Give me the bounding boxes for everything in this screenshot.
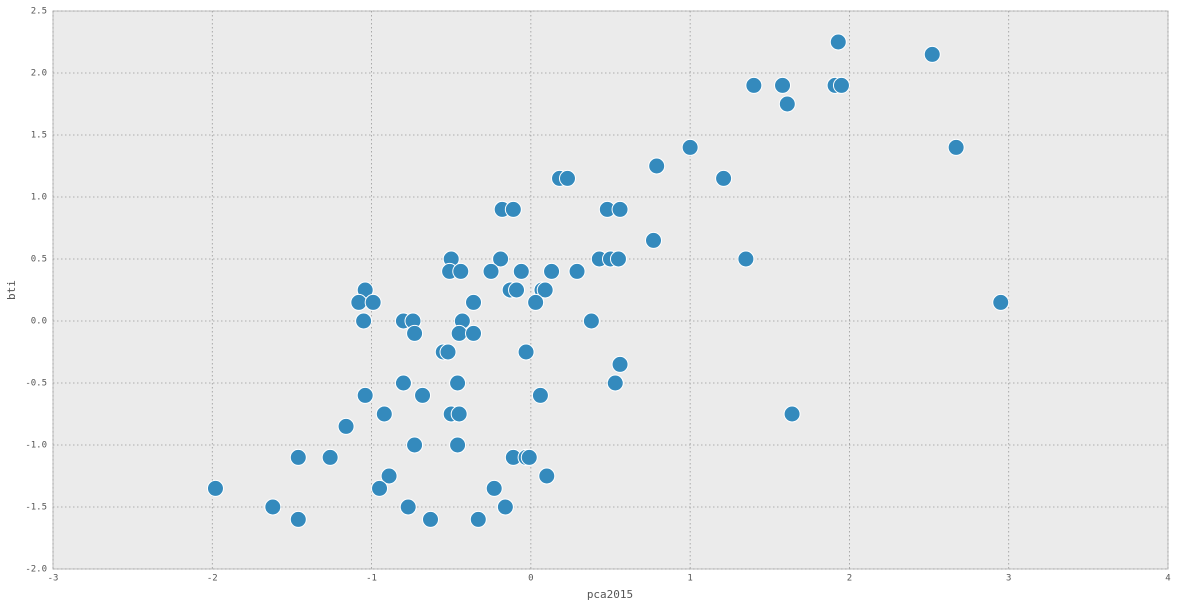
y-axis-label: bti [5, 280, 18, 300]
x-tick-label: -3 [48, 574, 59, 584]
point [465, 324, 483, 342]
point [375, 405, 393, 423]
y-tick-label: 2.5 [31, 7, 47, 17]
point [399, 498, 417, 516]
point [452, 262, 470, 280]
point [609, 250, 627, 268]
point [606, 374, 624, 392]
point [422, 510, 440, 528]
point [289, 510, 307, 528]
point [450, 405, 468, 423]
point [496, 498, 514, 516]
point [543, 262, 561, 280]
x-tick-label: -1 [366, 574, 377, 584]
point [485, 479, 503, 497]
point [406, 324, 424, 342]
x-tick-label: 1 [687, 574, 692, 584]
point [923, 45, 941, 63]
point [778, 95, 796, 113]
point [745, 76, 763, 94]
point [289, 448, 307, 466]
point [512, 262, 530, 280]
point [449, 374, 467, 392]
point [380, 467, 398, 485]
point [829, 33, 847, 51]
point [568, 262, 586, 280]
point [350, 293, 368, 311]
y-tick-label: 0.0 [31, 317, 47, 327]
point [206, 479, 224, 497]
point [536, 281, 554, 299]
point [538, 467, 556, 485]
y-tick-label: -2.0 [25, 565, 47, 575]
point [414, 386, 432, 404]
point [611, 200, 629, 218]
point [469, 510, 487, 528]
point [582, 312, 600, 330]
point [355, 312, 373, 330]
point [947, 138, 965, 156]
point [449, 436, 467, 454]
x-axis-label: pca2015 [587, 588, 633, 601]
point [364, 293, 382, 311]
x-tick-label: 4 [1165, 574, 1170, 584]
point [992, 293, 1010, 311]
y-tick-label: 1.5 [31, 131, 47, 141]
point [465, 293, 483, 311]
point [531, 386, 549, 404]
point [527, 293, 545, 311]
point [558, 169, 576, 187]
point [504, 200, 522, 218]
point [715, 169, 733, 187]
point [492, 250, 510, 268]
point [482, 262, 500, 280]
y-tick-label: -1.5 [25, 503, 47, 513]
point [517, 343, 535, 361]
point [737, 250, 755, 268]
x-tick-label: 2 [847, 574, 852, 584]
point [832, 76, 850, 94]
y-tick-label: -0.5 [25, 379, 47, 389]
point [356, 386, 374, 404]
point [774, 76, 792, 94]
point [645, 231, 663, 249]
y-tick-label: -1.0 [25, 441, 47, 451]
y-tick-label: 2.0 [31, 69, 47, 79]
point [648, 157, 666, 175]
point [321, 448, 339, 466]
x-tick-label: 0 [528, 574, 533, 584]
point [394, 374, 412, 392]
y-tick-label: 0.5 [31, 255, 47, 265]
x-tick-label: 3 [1006, 574, 1011, 584]
point [264, 498, 282, 516]
point [783, 405, 801, 423]
point [520, 448, 538, 466]
point [611, 355, 629, 373]
point [371, 479, 389, 497]
point [681, 138, 699, 156]
point [439, 343, 457, 361]
point [508, 281, 526, 299]
y-tick-label: 1.0 [31, 193, 47, 203]
point [337, 417, 355, 435]
plot-area [52, 10, 1169, 570]
point [450, 324, 468, 342]
x-tick-label: -2 [207, 574, 218, 584]
point [406, 436, 424, 454]
